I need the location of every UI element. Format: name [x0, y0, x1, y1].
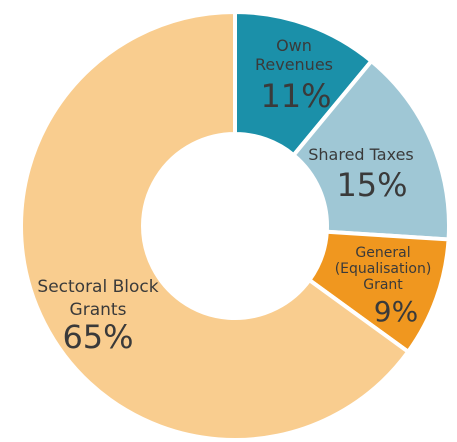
slice-label-line: Sectoral Block — [37, 277, 158, 297]
slice-label-line: Own — [276, 36, 312, 55]
slice-label-line: (Equalisation) — [335, 261, 432, 277]
slice — [233, 9, 375, 158]
slice-label-line: General — [355, 245, 410, 261]
slice — [290, 58, 451, 242]
slice-label: Shared Taxes — [308, 145, 414, 164]
slice-label: Own Revenues — [255, 36, 333, 74]
slice — [19, 9, 411, 442]
value-label: 11% — [260, 77, 331, 115]
slice-label: General (Equalisation) Grant — [335, 245, 432, 293]
value-label: 65% — [62, 318, 133, 356]
slice-label-line: Grant — [363, 277, 403, 293]
slice-label: Sectoral Block Grants — [37, 277, 158, 320]
slice-label-line: Shared Taxes — [308, 145, 414, 164]
value-label: 9% — [374, 295, 418, 328]
slice-label-line: Grants — [70, 300, 127, 320]
slice-label-line: Revenues — [255, 55, 333, 74]
value-label: 15% — [336, 166, 407, 204]
